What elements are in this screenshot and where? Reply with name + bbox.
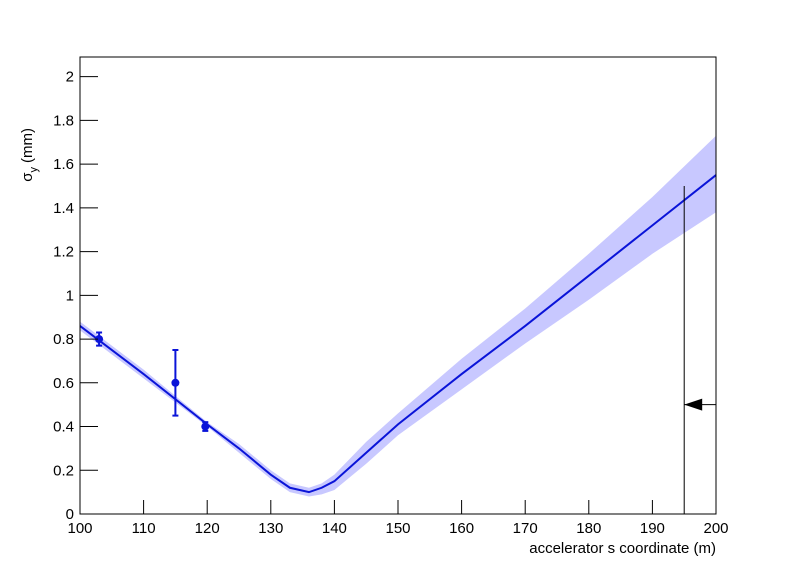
x-tick-label: 140: [322, 520, 347, 537]
y-tick-label: 0.4: [53, 419, 74, 436]
plot-frame: [79, 56, 717, 515]
x-tick-label: 190: [640, 520, 665, 537]
x-tick-label: 150: [385, 520, 410, 537]
data-point: [201, 422, 210, 431]
data-point: [95, 335, 104, 344]
y-tick-label: 1.8: [53, 112, 74, 129]
y-tick-label: 1.2: [53, 244, 74, 261]
y-tick-label: 0.8: [53, 331, 74, 348]
y-tick-label: 1: [66, 287, 74, 304]
y-tick-label: 0: [66, 506, 74, 523]
y-tick-label: 2: [66, 69, 74, 86]
arrow-head: [684, 398, 703, 411]
x-tick-label: 110: [132, 520, 156, 537]
y-label-unit: (mm): [19, 128, 36, 163]
y-tick-label: 0.6: [53, 375, 74, 392]
fit-line: [79, 174, 717, 494]
x-tick-label: 120: [195, 520, 220, 537]
x-tick-label: 130: [258, 520, 283, 537]
x-tick-label: 160: [449, 520, 474, 537]
y-tick-label: 0.2: [53, 462, 74, 479]
y-label-subscript: y: [28, 166, 40, 172]
x-axis-label: accelerator s coordinate (m): [529, 540, 716, 557]
y-tick-label: 1.6: [53, 156, 74, 173]
x-tick-label: 200: [703, 520, 728, 537]
y-axis-label: σy (mm): [19, 128, 40, 182]
y-label-symbol: σ: [19, 172, 36, 182]
error-band: [80, 135, 716, 497]
y-tick-label: 1.4: [53, 200, 74, 217]
x-tick-label: 170: [513, 520, 538, 537]
x-tick-label: 100: [67, 520, 92, 537]
x-tick-label: 180: [576, 520, 601, 537]
data-point: [171, 378, 180, 387]
